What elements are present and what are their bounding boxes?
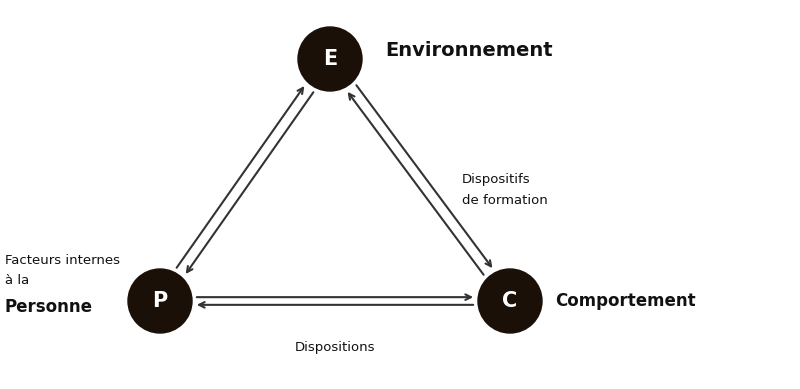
Text: P: P [152,291,168,311]
Text: de formation: de formation [462,194,548,207]
Text: C: C [502,291,518,311]
Text: Dispositions: Dispositions [294,340,375,354]
Text: Facteurs internes: Facteurs internes [5,254,120,268]
Circle shape [478,269,542,333]
Text: Dispositifs: Dispositifs [462,172,530,186]
Text: Comportement: Comportement [555,292,696,310]
Circle shape [128,269,192,333]
Text: Environnement: Environnement [385,42,553,61]
Circle shape [298,27,362,91]
Text: E: E [323,49,337,69]
Text: à la: à la [5,275,30,287]
Text: Personne: Personne [5,298,93,316]
